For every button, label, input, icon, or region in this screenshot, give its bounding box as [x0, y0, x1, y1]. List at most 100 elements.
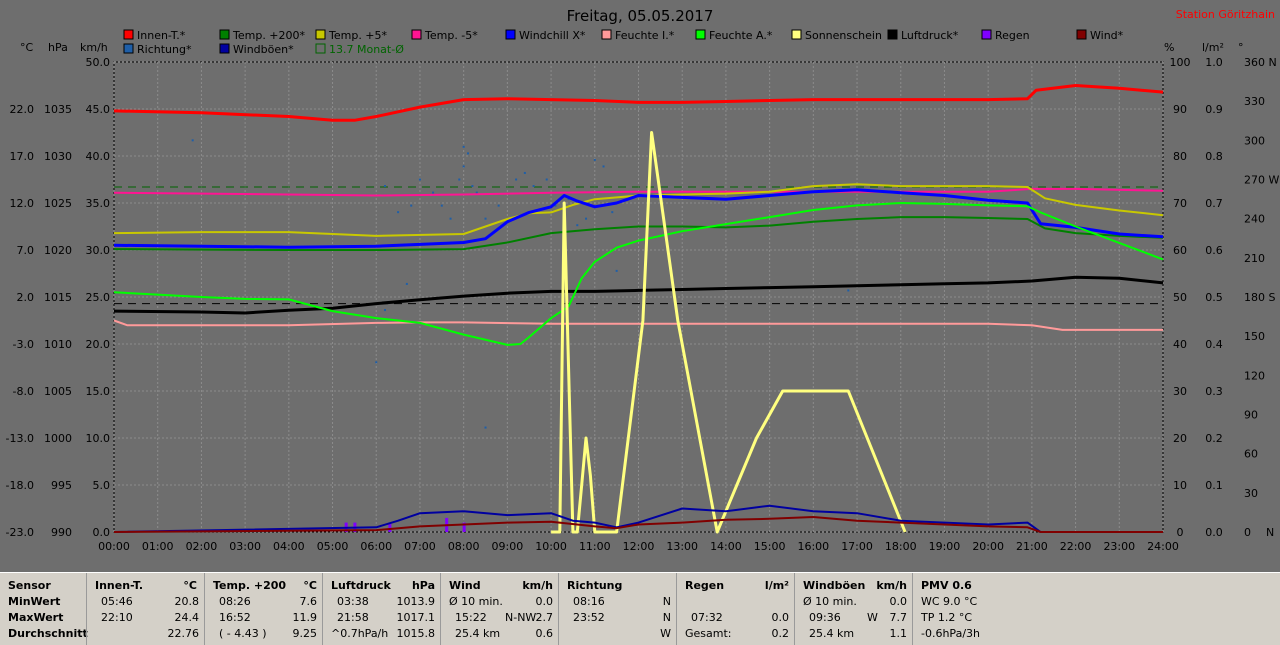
stats-windboeen-avg10-value: 0.0 [889, 595, 908, 608]
richtung-point [576, 224, 579, 227]
richtung-point [615, 269, 618, 272]
stats-panel: Sensor MinWert MaxWert Durchschnitt Inne… [0, 572, 1280, 645]
x-tick-label: 01:00 [142, 540, 174, 553]
x-tick-label: 20:00 [972, 540, 1004, 553]
stats-richtung-avg-value: W [660, 627, 671, 640]
direction-tick-label: 330 [1244, 95, 1265, 108]
richtung-point [497, 204, 500, 207]
direction-tick-label: 30 [1244, 487, 1258, 500]
legend-label: Temp. +5* [328, 29, 388, 42]
x-tick-label: 07:00 [404, 540, 436, 553]
rain-tick-label: 0.4 [1205, 338, 1223, 351]
legend-label: Luftdruck* [901, 29, 959, 42]
legend-swatch [791, 29, 802, 40]
direction-unit-label: ° [1238, 41, 1244, 54]
legend-swatch [219, 29, 230, 40]
stats-pmv-windchill: WC 9.0 °C [921, 595, 978, 608]
direction-tick-label: 210 [1244, 252, 1265, 265]
percent-tick-label: 100 [1170, 56, 1191, 69]
stats-regen-unit: l/m² [764, 579, 789, 592]
legend-label: Regen [995, 29, 1030, 42]
rain-tick-label: 0.7 [1205, 197, 1223, 210]
direction-tick-label: 270 W [1244, 174, 1279, 187]
richtung-point [405, 282, 408, 285]
speed-tick-label: 35.0 [86, 197, 111, 210]
stats-wind-max-direction: N-NW [505, 611, 537, 624]
x-tick-label: 05:00 [317, 540, 349, 553]
stats-wind-unit: km/h [522, 579, 553, 592]
legend-label: Feuchte I.* [615, 29, 675, 42]
stats-temp-max-time: 16:52 [219, 611, 251, 624]
stats-wind-avg-value: 0.6 [535, 627, 554, 640]
stats-temp-section: Temp. +200 °C 08:26 7.6 16:52 11.9 ( - 4.43… [204, 573, 323, 645]
direction-tick-label: 60 [1244, 448, 1258, 461]
legend-label: Temp. -5* [424, 29, 478, 42]
richtung-point [449, 217, 452, 220]
series-temp-5 [113, 183, 1164, 237]
pressure-tick-label: 995 [51, 479, 72, 492]
stats-wind-header: Wind [449, 579, 481, 592]
direction-tick-label: 90 [1244, 409, 1258, 422]
pressure-tick-label: 1025 [44, 197, 72, 210]
legend-swatch [315, 29, 326, 40]
percent-tick-label: 90 [1173, 103, 1187, 116]
temp-tick-label: -13.0 [6, 432, 34, 445]
richtung-point [585, 217, 588, 220]
richtung-point [471, 185, 474, 188]
direction-tick-label: 120 [1244, 369, 1265, 382]
legend-label: Windböen* [233, 43, 294, 56]
direction-tick-label: 360 N [1244, 56, 1277, 69]
x-tick-label: 03:00 [229, 540, 261, 553]
richtung-point [467, 152, 470, 155]
stats-windboeen-max-direction: W [867, 611, 878, 624]
legend-label: Innen-T.* [137, 29, 186, 42]
stats-innen-max-time: 22:10 [101, 611, 133, 624]
rain-unit-label: l/m² [1202, 41, 1224, 54]
pressure-tick-label: 1020 [44, 244, 72, 257]
speed-unit-label: km/h [80, 41, 108, 54]
richtung-point [432, 191, 435, 194]
series-wind [113, 516, 1163, 533]
rain-tick-label: 0.6 [1205, 244, 1223, 257]
percent-unit-label: % [1164, 41, 1174, 54]
stats-innen-unit: °C [183, 579, 197, 592]
percent-tick-label: 0 [1177, 526, 1184, 539]
stats-pmv-taupunkt: TP 1.2 °C [921, 611, 973, 624]
richtung-point [410, 204, 413, 207]
speed-tick-label: 10.0 [86, 432, 111, 445]
richtung-point [523, 171, 526, 174]
stats-innen-header: Innen-T. [95, 579, 144, 592]
legend-swatch [981, 29, 992, 40]
pressure-tick-label: 990 [51, 526, 72, 539]
speed-tick-label: 50.0 [86, 56, 111, 69]
stats-innen-max-value: 24.4 [174, 611, 200, 624]
x-tick-label: 19:00 [929, 540, 961, 553]
percent-tick-label: 50 [1173, 291, 1187, 304]
station-name: Station Göritzhain [1176, 8, 1275, 21]
series-feuchte-a [113, 202, 1164, 346]
stats-temp-avg-value: 9.25 [292, 627, 318, 640]
stats-regen-max-value: 0.0 [771, 611, 790, 624]
series-temp-200 [113, 216, 1164, 251]
stats-regen-total-value: 0.2 [771, 627, 790, 640]
direction-tick-label: 240 [1244, 213, 1265, 226]
stats-luftdruck-max-time: 21:58 [337, 611, 369, 624]
rain-tick-label: 0.2 [1205, 432, 1223, 445]
richtung-point [397, 211, 400, 214]
speed-tick-label: 45.0 [86, 103, 111, 116]
regen-bar [388, 522, 392, 532]
stats-pmv-pressure-trend: -0.6hPa/3h [921, 627, 980, 640]
series-sonnenschein [551, 131, 907, 534]
legend-swatch [123, 29, 134, 40]
x-tick-label: 17:00 [841, 540, 873, 553]
x-tick-label: 21:00 [1016, 540, 1048, 553]
x-tick-label: 11:00 [579, 540, 611, 553]
stats-temp-min-time: 08:26 [219, 595, 251, 608]
stats-sensor-header: Sensor [8, 579, 51, 592]
stats-regen-max-time: 07:32 [691, 611, 723, 624]
stats-innen-min-time: 05:46 [101, 595, 133, 608]
stats-regen-header: Regen [685, 579, 725, 592]
richtung-point [191, 139, 194, 142]
stats-windboeen-unit: km/h [876, 579, 907, 592]
